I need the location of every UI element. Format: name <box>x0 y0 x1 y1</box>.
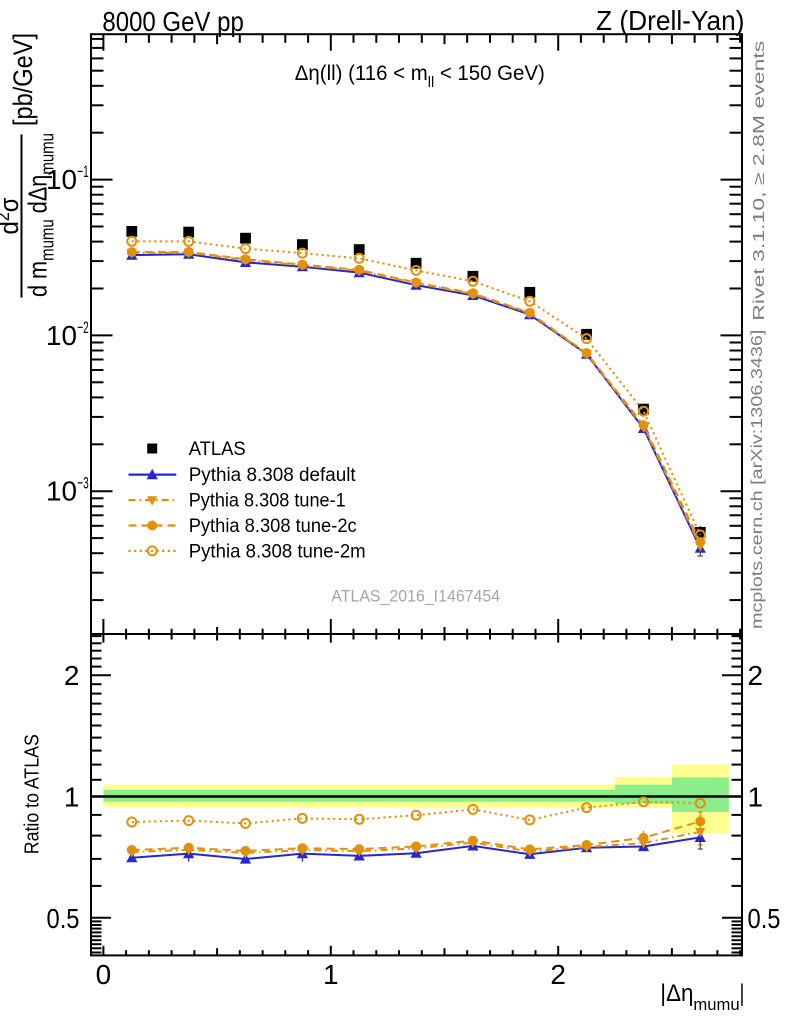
svg-text:|: | <box>740 980 745 1007</box>
svg-text:Z (Drell-Yan): Z (Drell-Yan) <box>596 5 745 36</box>
svg-text:1: 1 <box>64 782 80 813</box>
svg-text:|Δη: |Δη <box>660 980 693 1007</box>
svg-text:−2: −2 <box>77 318 89 337</box>
svg-text:−3: −3 <box>77 474 89 493</box>
svg-text:Rivet 3.1.10, ≥ 2.8M events: Rivet 3.1.10, ≥ 2.8M events <box>751 40 768 320</box>
svg-text:ATLAS: ATLAS <box>189 438 246 460</box>
svg-text:10: 10 <box>46 164 77 195</box>
svg-text:8000 GeV pp: 8000 GeV pp <box>102 6 243 37</box>
svg-text:−1: −1 <box>77 162 89 181</box>
svg-text:1: 1 <box>323 959 339 990</box>
svg-text:Ratio to ATLAS: Ratio to ATLAS <box>22 734 44 854</box>
svg-text:[pb/GeV]: [pb/GeV] <box>8 33 38 126</box>
svg-text:Pythia 8.308 tune-1: Pythia 8.308 tune-1 <box>189 490 346 512</box>
svg-text:ATLAS_2016_I1467454: ATLAS_2016_I1467454 <box>331 587 500 606</box>
svg-text:10: 10 <box>46 476 77 507</box>
svg-text:0.5: 0.5 <box>47 903 80 934</box>
svg-text:10: 10 <box>46 320 77 351</box>
svg-text:Pythia 8.308 tune-2m: Pythia 8.308 tune-2m <box>189 540 366 562</box>
svg-text:mcplots.cern.ch [arXiv:1306.34: mcplots.cern.ch [arXiv:1306.3436] <box>749 330 766 630</box>
svg-text:1: 1 <box>748 782 764 813</box>
svg-text:Pythia 8.308 default: Pythia 8.308 default <box>189 464 357 486</box>
svg-text:Pythia 8.308 tune-2c: Pythia 8.308 tune-2c <box>189 515 357 537</box>
svg-text:0: 0 <box>96 959 112 990</box>
svg-text:2: 2 <box>550 959 566 990</box>
svg-text:mumu: mumu <box>693 996 739 1014</box>
svg-text:0.5: 0.5 <box>748 903 781 934</box>
svg-text:2: 2 <box>64 660 80 691</box>
svg-text:2: 2 <box>748 660 764 691</box>
